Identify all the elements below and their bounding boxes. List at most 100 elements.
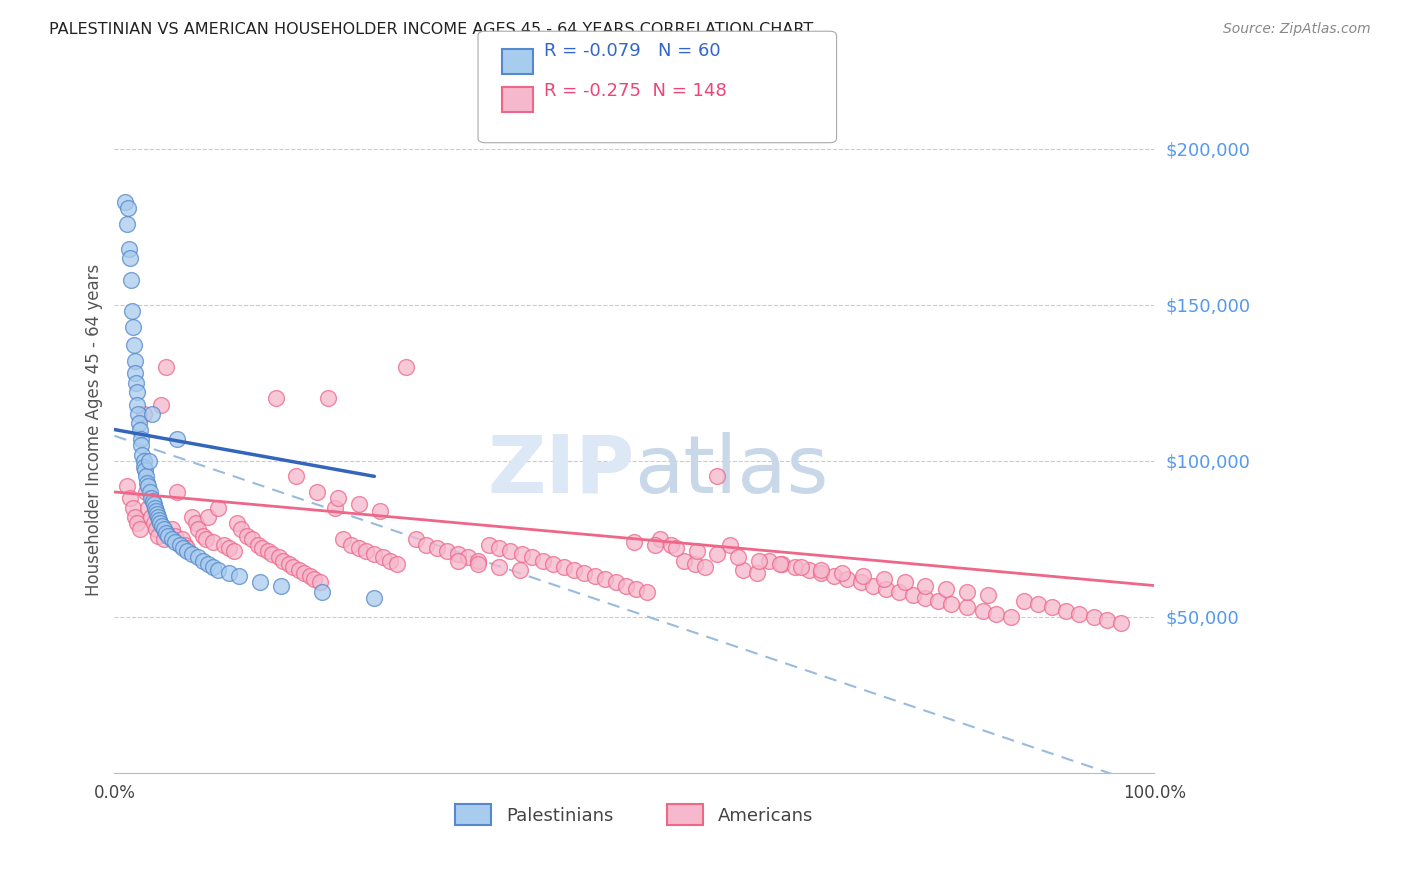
Point bbox=[298, 569, 321, 583]
Point bbox=[927, 594, 949, 608]
Point bbox=[181, 547, 204, 561]
Point bbox=[172, 541, 194, 555]
Point bbox=[191, 528, 214, 542]
Point bbox=[659, 538, 682, 552]
Point bbox=[236, 528, 259, 542]
Point bbox=[146, 509, 169, 524]
Point bbox=[155, 525, 177, 540]
Point bbox=[174, 538, 197, 552]
Point bbox=[129, 522, 152, 536]
Point bbox=[605, 575, 627, 590]
Point bbox=[197, 557, 219, 571]
Point bbox=[202, 534, 225, 549]
Point bbox=[139, 509, 162, 524]
Point bbox=[363, 547, 385, 561]
Point bbox=[810, 563, 832, 577]
Point bbox=[153, 522, 176, 536]
Point bbox=[150, 398, 173, 412]
Point bbox=[124, 509, 146, 524]
Point bbox=[354, 544, 377, 558]
Point bbox=[163, 534, 186, 549]
Point bbox=[169, 538, 191, 552]
Point bbox=[218, 541, 240, 555]
Point bbox=[636, 584, 658, 599]
Point bbox=[125, 376, 148, 390]
Point bbox=[138, 454, 160, 468]
Point bbox=[278, 557, 301, 571]
Point bbox=[309, 575, 332, 590]
Point bbox=[797, 563, 820, 577]
Point bbox=[143, 500, 166, 515]
Point bbox=[148, 513, 170, 527]
Point bbox=[283, 559, 305, 574]
Point bbox=[1109, 615, 1132, 630]
Point bbox=[194, 532, 217, 546]
Point bbox=[614, 578, 637, 592]
Point bbox=[136, 479, 159, 493]
Point bbox=[745, 566, 768, 580]
Text: atlas: atlas bbox=[634, 432, 828, 509]
Point bbox=[478, 538, 501, 552]
Point bbox=[118, 491, 141, 506]
Point bbox=[467, 557, 489, 571]
Point bbox=[127, 407, 149, 421]
Point bbox=[1069, 607, 1091, 621]
Point bbox=[231, 522, 253, 536]
Legend: Palestinians, Americans: Palestinians, Americans bbox=[449, 797, 821, 832]
Point bbox=[145, 522, 167, 536]
Point bbox=[124, 367, 146, 381]
Point bbox=[901, 588, 924, 602]
Point bbox=[142, 498, 165, 512]
Point bbox=[893, 575, 915, 590]
Y-axis label: Householder Income Ages 45 - 64 years: Householder Income Ages 45 - 64 years bbox=[86, 263, 103, 596]
Point bbox=[127, 385, 149, 400]
Point bbox=[139, 491, 162, 506]
Point bbox=[170, 532, 193, 546]
Point bbox=[202, 559, 225, 574]
Point bbox=[212, 538, 235, 552]
Point bbox=[163, 528, 186, 542]
Point bbox=[131, 448, 153, 462]
Point bbox=[770, 557, 793, 571]
Point bbox=[124, 354, 146, 368]
Point bbox=[673, 553, 696, 567]
Point bbox=[127, 398, 149, 412]
Point bbox=[128, 417, 150, 431]
Point bbox=[160, 522, 183, 536]
Point bbox=[733, 563, 755, 577]
Point bbox=[131, 432, 153, 446]
Point bbox=[122, 500, 145, 515]
Point bbox=[873, 572, 896, 586]
Point bbox=[149, 516, 172, 530]
Point bbox=[758, 553, 780, 567]
Point bbox=[509, 563, 531, 577]
Point bbox=[685, 544, 707, 558]
Point bbox=[562, 563, 585, 577]
Point bbox=[1026, 597, 1049, 611]
Point bbox=[789, 559, 811, 574]
Point bbox=[153, 532, 176, 546]
Point bbox=[118, 251, 141, 265]
Point bbox=[849, 575, 872, 590]
Point bbox=[977, 588, 1000, 602]
Point bbox=[122, 338, 145, 352]
Point bbox=[135, 469, 157, 483]
Point bbox=[810, 566, 832, 580]
Point bbox=[115, 479, 138, 493]
Point bbox=[240, 532, 263, 546]
Point bbox=[531, 553, 554, 567]
Point bbox=[650, 532, 672, 546]
Point bbox=[271, 553, 294, 567]
Point bbox=[914, 578, 936, 592]
Point bbox=[122, 319, 145, 334]
Point bbox=[436, 544, 458, 558]
Point bbox=[488, 559, 510, 574]
Point bbox=[136, 500, 159, 515]
Point bbox=[935, 582, 957, 596]
Point bbox=[132, 460, 155, 475]
Point bbox=[426, 541, 449, 555]
Point bbox=[1040, 600, 1063, 615]
Point bbox=[956, 584, 979, 599]
Point bbox=[134, 463, 156, 477]
Point bbox=[644, 538, 666, 552]
